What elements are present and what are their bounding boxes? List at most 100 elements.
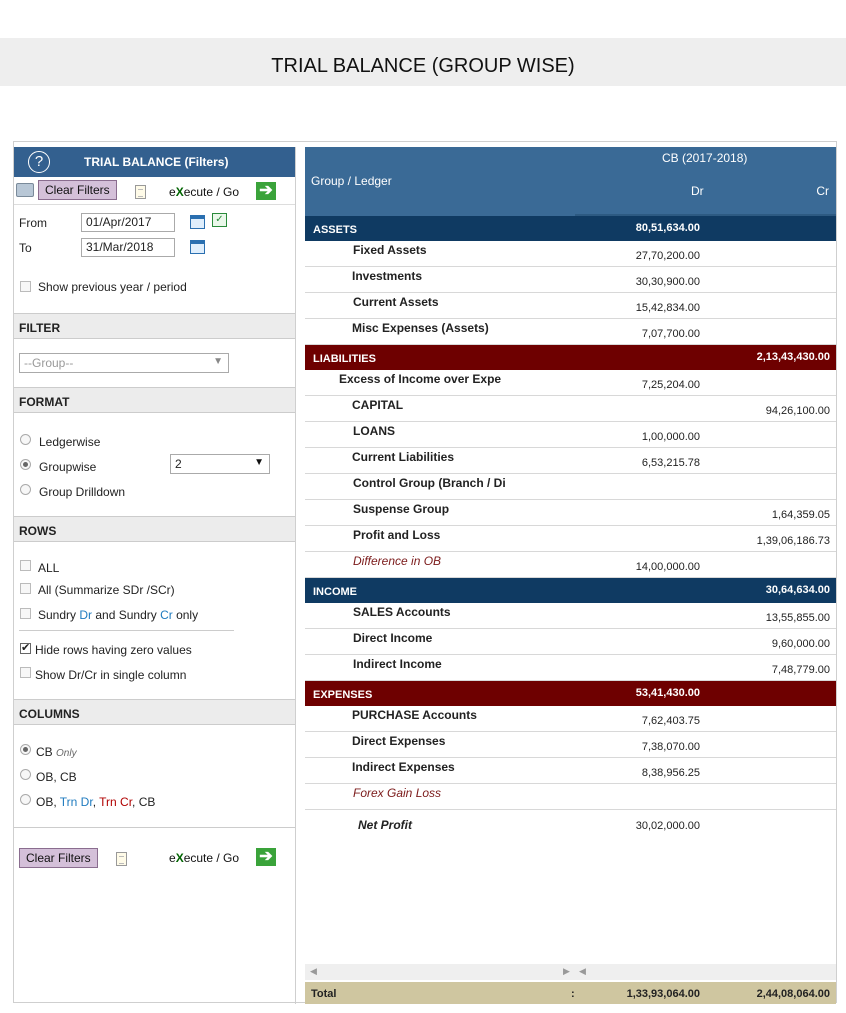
ledger-row[interactable]: Forex Gain Loss — [305, 784, 836, 810]
scroll-left-icon[interactable]: ◀ — [310, 966, 317, 976]
horizontal-scrollbar[interactable]: ◀ ▶ ◀ — [305, 964, 836, 980]
chevron-down-icon: ▼ — [213, 356, 223, 367]
execute-x: X — [175, 851, 184, 865]
ledger-dr: 30,30,900.00 — [635, 276, 700, 288]
sundry-text-b: and Sundry — [92, 608, 161, 622]
ledger-dr: 8,38,956.25 — [641, 767, 700, 779]
ledger-name: Suspense Group — [353, 502, 450, 516]
cb-only-radio[interactable] — [20, 744, 31, 755]
hide-zero-label: Hide rows having zero values — [35, 643, 192, 657]
ledger-cr: 1,64,359.05 — [771, 509, 830, 521]
execute-rest: ecute / Go — [183, 185, 240, 199]
go-arrow-icon[interactable]: ➔ — [256, 182, 276, 200]
level-select-value: 2 — [175, 457, 182, 471]
group-row[interactable]: EXPENSES 53,41,430.00 — [305, 681, 836, 706]
ledger-row[interactable]: Indirect Expenses 8,38,956.25 — [305, 758, 836, 784]
page-title: TRIAL BALANCE (GROUP WISE) — [0, 38, 846, 86]
group-select[interactable]: --Group-- ▼ — [19, 353, 229, 373]
execute-go-bottom-link[interactable]: eXecute / Go — [169, 851, 239, 865]
ledger-dr: 7,62,403.75 — [641, 715, 700, 727]
rows-sundry-label: Sundry Dr and Sundry Cr only — [38, 608, 198, 622]
ledger-name: Direct Income — [353, 631, 433, 645]
group-row[interactable]: INCOME 30,64,634.00 — [305, 578, 836, 603]
ledger-row[interactable]: Excess of Income over Expe 7,25,204.00 — [305, 370, 836, 396]
group-cr: 2,13,43,430.00 — [756, 351, 830, 363]
groupwise-label: Groupwise — [39, 460, 97, 474]
ledger-row[interactable]: PURCHASE Accounts 7,62,403.75 — [305, 706, 836, 732]
scroll-right-icon[interactable]: ▶ — [563, 966, 570, 976]
ledger-row[interactable]: Misc Expenses (Assets) 7,07,700.00 — [305, 319, 836, 345]
ledger-row[interactable]: Difference in OB 14,00,000.00 — [305, 552, 836, 578]
total-cr: 2,44,08,064.00 — [756, 988, 830, 1000]
calendar-icon[interactable] — [190, 240, 205, 254]
calendar-check-icon[interactable]: ✓ — [212, 213, 227, 227]
rows-summarize-checkbox[interactable] — [20, 583, 31, 594]
filter-section-header: FILTER — [14, 313, 295, 339]
ledger-row[interactable]: Profit and Loss 1,39,06,186.73 — [305, 526, 836, 552]
help-icon[interactable]: ? — [28, 151, 50, 173]
ledger-row[interactable]: SALES Accounts 13,55,855.00 — [305, 603, 836, 629]
groupwise-radio[interactable] — [20, 459, 31, 470]
group-dr: 80,51,634.00 — [635, 222, 700, 234]
ledger-name: SALES Accounts — [353, 605, 451, 619]
ledger-row[interactable]: LOANS 1,00,000.00 — [305, 422, 836, 448]
total-row: Total : 1,33,93,064.00 2,44,08,064.00 — [305, 982, 836, 1004]
show-previous-checkbox[interactable] — [20, 281, 31, 292]
net-profit-row[interactable]: Net Profit 30,02,000.00 — [305, 812, 836, 838]
go-arrow-icon[interactable]: ➔ — [256, 848, 276, 866]
rows-sundry-checkbox[interactable] — [20, 608, 31, 619]
to-date-field[interactable]: 31/Mar/2018 — [81, 238, 175, 257]
execute-prefix: e — [169, 185, 176, 199]
ledger-cr: 94,26,100.00 — [765, 405, 830, 417]
group-row[interactable]: ASSETS 80,51,634.00 — [305, 216, 836, 241]
level-select[interactable]: 2 ▼ — [170, 454, 270, 474]
single-column-checkbox[interactable] — [20, 667, 31, 678]
chevron-down-icon: ▼ — [254, 457, 264, 468]
clear-filters-bottom-button[interactable]: Clear Filters — [19, 848, 98, 868]
total-label: Total — [311, 988, 337, 1000]
group-name: ASSETS — [313, 224, 358, 236]
document-icon[interactable] — [116, 852, 127, 866]
ledger-row[interactable]: Current Liabilities 6,53,215.78 — [305, 448, 836, 474]
ob-cb-label: OB, CB — [36, 770, 77, 784]
calendar-icon[interactable] — [190, 215, 205, 229]
group-ledger-header: Group / Ledger — [311, 174, 392, 188]
ledger-name: Direct Expenses — [352, 734, 446, 748]
ledger-dr: 7,25,204.00 — [641, 379, 700, 391]
ledger-name: Current Assets — [353, 295, 439, 309]
hide-zero-checkbox[interactable] — [20, 641, 31, 654]
rows-all-checkbox[interactable] — [20, 560, 31, 571]
ob-trn-cb-radio[interactable] — [20, 794, 31, 805]
execute-go-link[interactable]: eXecute / Go — [169, 185, 239, 199]
sundry-text-a: Sundry — [38, 608, 80, 622]
ledger-row[interactable]: Current Assets 15,42,834.00 — [305, 293, 836, 319]
ledger-row[interactable]: CAPITAL 94,26,100.00 — [305, 396, 836, 422]
ledger-row[interactable]: Direct Expenses 7,38,070.00 — [305, 732, 836, 758]
document-icon[interactable] — [135, 185, 146, 199]
cb-text: CB — [36, 745, 53, 759]
group-name: EXPENSES — [313, 689, 373, 701]
scroll-left-icon[interactable]: ◀ — [579, 966, 586, 976]
ledger-row[interactable]: Direct Income 9,60,000.00 — [305, 629, 836, 655]
printer-icon[interactable] — [16, 183, 34, 197]
to-label: To — [19, 241, 32, 255]
group-drilldown-radio[interactable] — [20, 484, 31, 495]
ledger-row[interactable]: Suspense Group 1,64,359.05 — [305, 500, 836, 526]
ledger-dr: 1,00,000.00 — [641, 431, 700, 443]
clear-filters-button[interactable]: Clear Filters — [38, 180, 117, 200]
ob-cb-radio[interactable] — [20, 769, 31, 780]
from-date-field[interactable]: 01/Apr/2017 — [81, 213, 175, 232]
ledger-dr: 15,42,834.00 — [635, 302, 700, 314]
ledger-row[interactable]: Control Group (Branch / Di — [305, 474, 836, 500]
ledger-dr: 14,00,000.00 — [635, 561, 700, 573]
ledger-row[interactable]: Fixed Assets 27,70,200.00 — [305, 241, 836, 267]
comma-text: , — [92, 795, 100, 809]
ledgerwise-radio[interactable] — [20, 434, 31, 445]
ledger-row[interactable]: Indirect Income 7,48,779.00 — [305, 655, 836, 681]
total-dr: 1,33,93,064.00 — [626, 988, 700, 1000]
ledger-row[interactable]: Investments 30,30,900.00 — [305, 267, 836, 293]
ledger-name: Control Group (Branch / Di — [353, 476, 506, 490]
format-section-header: FORMAT — [14, 387, 295, 413]
group-row[interactable]: LIABILITIES 2,13,43,430.00 — [305, 345, 836, 370]
group-name: INCOME — [313, 586, 357, 598]
